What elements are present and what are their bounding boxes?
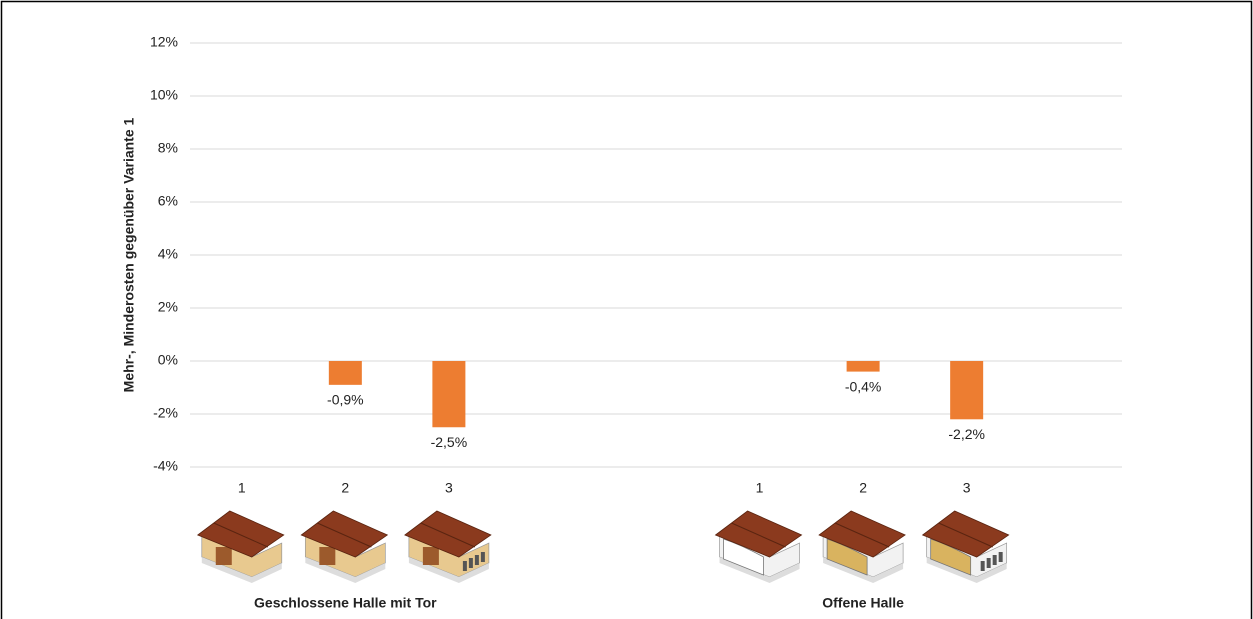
y-tick-label: 6% bbox=[158, 193, 178, 209]
icon-part bbox=[319, 547, 336, 565]
icon-part bbox=[992, 555, 997, 565]
icon-part bbox=[921, 510, 1010, 558]
bar bbox=[950, 361, 984, 420]
bar bbox=[846, 361, 880, 372]
icon-part bbox=[317, 522, 372, 548]
icon-part bbox=[305, 557, 386, 583]
icon-part bbox=[826, 538, 868, 576]
building-icon bbox=[818, 510, 906, 583]
icon-part bbox=[468, 558, 473, 568]
icon-part bbox=[201, 557, 282, 583]
y-tick-label: 12% bbox=[150, 34, 178, 50]
x-tick-label: 2 bbox=[859, 480, 867, 496]
building-icon bbox=[196, 510, 285, 583]
icon-part bbox=[480, 552, 485, 562]
building-icon bbox=[714, 510, 803, 583]
icon-part bbox=[723, 538, 764, 576]
value-label: -0,4% bbox=[845, 378, 882, 394]
x-tick-label: 1 bbox=[238, 480, 246, 496]
icon-part bbox=[986, 558, 991, 568]
x-tick-label: 2 bbox=[341, 480, 349, 496]
building-icon bbox=[404, 510, 492, 583]
icon-part bbox=[834, 522, 890, 548]
icon-part bbox=[926, 557, 1007, 583]
icon-part bbox=[930, 538, 972, 576]
icon-part bbox=[938, 522, 993, 548]
bar bbox=[432, 361, 466, 428]
icon-part bbox=[422, 547, 439, 565]
bar bbox=[328, 361, 362, 385]
icon-part bbox=[300, 510, 389, 558]
y-axis-label: Mehr-, Minderosten gegenüber Variante 1 bbox=[121, 117, 137, 392]
group-label: Geschlossene Halle mit Tor bbox=[254, 595, 437, 611]
icon-part bbox=[731, 522, 786, 548]
x-tick-label: 1 bbox=[756, 480, 764, 496]
group-label: Offene Halle bbox=[822, 595, 904, 611]
value-label: -2,5% bbox=[431, 434, 468, 450]
y-tick-label: -2% bbox=[153, 405, 178, 421]
icon-part bbox=[462, 561, 467, 571]
y-tick-label: 4% bbox=[158, 246, 178, 262]
x-tick-label: 3 bbox=[963, 480, 971, 496]
icon-part bbox=[196, 510, 285, 558]
y-tick-label: 8% bbox=[158, 140, 178, 156]
value-label: -2,2% bbox=[948, 426, 985, 442]
icon-part bbox=[719, 557, 800, 583]
value-label: -0,9% bbox=[327, 392, 364, 408]
y-tick-label: 10% bbox=[150, 87, 178, 103]
building-icon bbox=[300, 510, 389, 583]
icon-part bbox=[714, 510, 803, 558]
icon-part bbox=[818, 510, 906, 558]
y-tick-label: -4% bbox=[153, 458, 178, 474]
icon-part bbox=[215, 547, 232, 565]
icon-part bbox=[420, 522, 476, 548]
y-tick-label: 2% bbox=[158, 299, 178, 315]
icon-part bbox=[998, 552, 1003, 562]
icon-part bbox=[823, 557, 904, 583]
icon-part bbox=[213, 522, 268, 548]
building-icon bbox=[921, 510, 1010, 583]
icon-part bbox=[474, 555, 479, 565]
icon-part bbox=[404, 510, 492, 558]
x-tick-label: 3 bbox=[445, 480, 453, 496]
y-tick-label: 0% bbox=[158, 352, 178, 368]
icon-part bbox=[408, 557, 489, 583]
icon-part bbox=[980, 561, 985, 571]
